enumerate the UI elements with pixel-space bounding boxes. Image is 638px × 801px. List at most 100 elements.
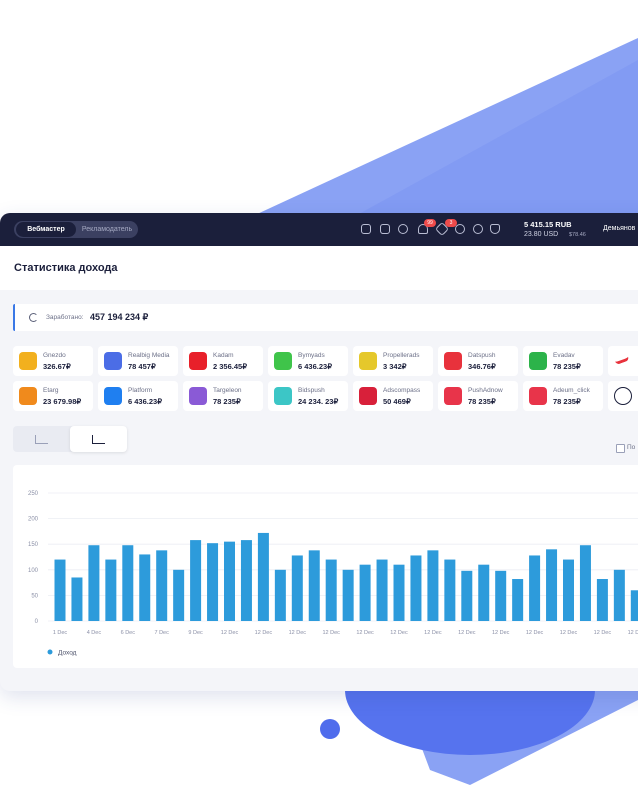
icon-shield[interactable]: [490, 224, 500, 234]
network-card[interactable]: Realbig Media 78 457₽: [98, 346, 178, 376]
header: [0, 246, 638, 290]
bar: [156, 550, 168, 621]
bar-icon: [92, 435, 105, 444]
line-chart-tab[interactable]: [35, 435, 48, 444]
logo: [274, 387, 292, 405]
network-card[interactable]: Adscompass 50 469₽: [353, 381, 433, 411]
network-card[interactable]: Platform 6 436.23₽: [98, 381, 178, 411]
bar: [630, 590, 638, 621]
y-tick-label: 250: [28, 491, 39, 497]
network-card[interactable]: Evadav 78 235₽: [523, 346, 603, 376]
user-name[interactable]: Демьянов: [603, 225, 636, 232]
y-tick-label: 200: [28, 517, 39, 523]
y-tick-label: 100: [28, 568, 39, 574]
network-card[interactable]: Datspush 346.76₽: [438, 346, 518, 376]
logo: [104, 352, 122, 370]
network-card[interactable]: Propellerads 3 342₽: [353, 346, 433, 376]
network-name: Propellerads: [383, 352, 420, 359]
logo: [444, 387, 462, 405]
network-card[interactable]: Etarg 23 679.98₽: [13, 381, 93, 411]
x-tick-label: 12 Dec: [526, 630, 544, 636]
x-tick-label: 4 Dec: [87, 630, 102, 636]
network-amount: 78 235₽: [213, 397, 241, 406]
network-card[interactable]: Gnezdo 326.67₽: [13, 346, 93, 376]
chart-type-toggle: [13, 426, 127, 452]
logo: [19, 387, 37, 405]
network-amount: 50 469₽: [383, 397, 411, 406]
logo: [444, 352, 462, 370]
refresh-icon[interactable]: [29, 313, 38, 322]
bar: [207, 543, 219, 621]
logo: [614, 387, 632, 405]
network-name: Bidspush: [298, 387, 325, 394]
logo: [359, 352, 377, 370]
icon-bag[interactable]: [380, 224, 390, 234]
balance-extra: $78.46: [569, 232, 586, 238]
x-tick-label: 7 Dec: [155, 630, 170, 636]
icon-settings[interactable]: [473, 224, 483, 234]
network-card[interactable]: PushAdnow 78 235₽: [438, 381, 518, 411]
bar: [71, 577, 83, 621]
network-name: Adscompass: [383, 387, 421, 394]
network-name: Targeleon: [213, 387, 242, 394]
logo: [529, 352, 547, 370]
x-tick-label: 12 Dec: [322, 630, 340, 636]
network-name: Platform: [128, 387, 153, 394]
network-card[interactable]: Adeum_click 78 235₽: [523, 381, 603, 411]
network-amount: 6 436.23₽: [298, 362, 332, 371]
x-tick-label: 12 Dec: [458, 630, 476, 636]
bar: [54, 559, 66, 621]
network-card[interactable]: [608, 346, 638, 376]
chart: 0 50 100 150 200 250 1 Dec 4 Dec 6 Dec 7 Dec 9 Dec…: [13, 465, 638, 668]
bar-chart-tab[interactable]: [70, 426, 127, 452]
network-amount: 346.76₽: [468, 362, 496, 371]
legend-marker: [47, 649, 53, 655]
logo: [274, 352, 292, 370]
network-card[interactable]: Bymyads 6 436.23₽: [268, 346, 348, 376]
top-bar: Вебмастер Рекламодатель 99 3 5 415.15 RU…: [0, 213, 638, 246]
x-tick-label: 9 Dec: [188, 630, 203, 636]
logo: [612, 349, 630, 366]
network-card[interactable]: [608, 381, 638, 411]
bar: [410, 555, 422, 621]
network-name: Adeum_click: [553, 387, 590, 394]
legend-label: Доход: [58, 650, 77, 657]
logo: [529, 387, 547, 405]
bar: [240, 540, 252, 621]
checkbox[interactable]: [616, 444, 625, 453]
bg-shape: [330, 60, 638, 230]
network-amount: 6 436.23₽: [128, 397, 162, 406]
x-tick-label: 12 Dec: [492, 630, 510, 636]
checkbox-label[interactable]: По: [627, 444, 636, 451]
earned-value: 457 194 234 ₽: [90, 312, 149, 322]
bar: [529, 555, 541, 621]
x-tick-label: 12 Dec: [594, 630, 612, 636]
earned-box: Заработано: 457 194 234 ₽: [13, 304, 638, 331]
network-name: Gnezdo: [43, 352, 66, 359]
network-amount: 78 457₽: [128, 362, 156, 371]
bar: [512, 579, 524, 621]
bar: [427, 550, 439, 621]
bar: [393, 564, 405, 621]
bar: [291, 555, 303, 621]
role-tab[interactable]: Вебмастер: [16, 222, 76, 237]
bar: [359, 564, 371, 621]
icon-docs[interactable]: [361, 224, 371, 234]
network-card[interactable]: Targeleon 78 235₽: [183, 381, 263, 411]
x-tick-label: 12 Dec: [255, 630, 273, 636]
network-amount: 78 235₽: [553, 397, 581, 406]
network-card[interactable]: Kadam 2 356.45₽: [183, 346, 263, 376]
icon-help[interactable]: [398, 224, 408, 234]
network-card[interactable]: Bidspush 24 234. 23₽: [268, 381, 348, 411]
network-amount: 3 342₽: [383, 362, 407, 371]
bar: [342, 569, 354, 621]
bar: [308, 550, 320, 621]
icon-smile[interactable]: [455, 224, 465, 234]
icon-bell[interactable]: [418, 224, 428, 234]
bar: [257, 532, 269, 621]
x-tick-label: 12 Dec: [356, 630, 374, 636]
role-tab[interactable]: Рекламодатель: [81, 226, 133, 233]
bar: [122, 545, 134, 621]
balance-usd: 23.80 USD: [524, 231, 559, 238]
